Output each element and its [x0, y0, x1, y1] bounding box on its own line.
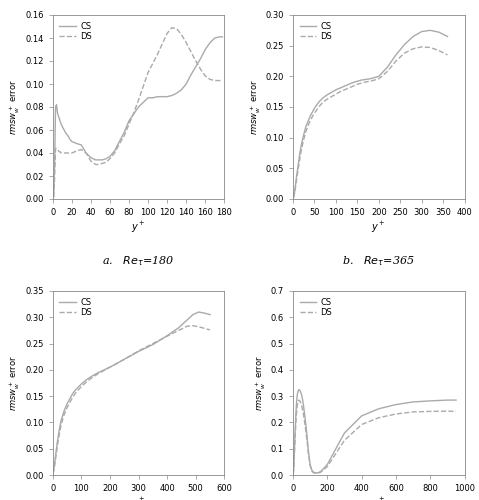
Text: a.   $Re_\tau$=180: a. $Re_\tau$=180 [102, 254, 175, 268]
Legend: CS, DS: CS, DS [57, 295, 94, 320]
X-axis label: $y^+$: $y^+$ [372, 496, 386, 500]
Text: b.   $Re_\tau$=365: b. $Re_\tau$=365 [342, 254, 415, 268]
X-axis label: $y^+$: $y^+$ [372, 220, 386, 235]
Legend: CS, DS: CS, DS [297, 295, 335, 320]
Y-axis label: $rmsw_w^+$ error: $rmsw_w^+$ error [8, 355, 23, 411]
Legend: CS, DS: CS, DS [57, 19, 94, 44]
X-axis label: $y^+$: $y^+$ [131, 220, 146, 235]
Y-axis label: $rmsw_w^+$ error: $rmsw_w^+$ error [8, 79, 23, 135]
Y-axis label: $rmsw_w^+$ error: $rmsw_w^+$ error [254, 355, 268, 411]
Y-axis label: $rmsw_w^+$ error: $rmsw_w^+$ error [249, 79, 262, 135]
Legend: CS, DS: CS, DS [297, 19, 335, 44]
X-axis label: $y^+$: $y^+$ [131, 496, 146, 500]
